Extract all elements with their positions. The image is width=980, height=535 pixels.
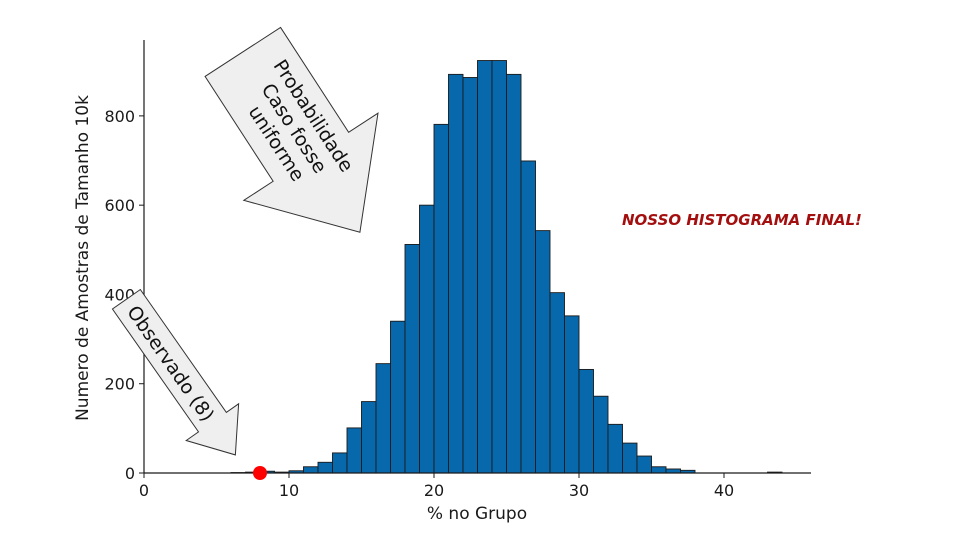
histogram-bar-6 bbox=[317, 461, 333, 474]
histogram-bar-18 bbox=[491, 60, 507, 474]
x-ticks: 0 10 20 30 40 bbox=[139, 473, 734, 500]
y-tick-label-800: 800 bbox=[104, 107, 135, 126]
histogram-bar-30 bbox=[665, 468, 681, 474]
histogram-bar-25 bbox=[593, 395, 609, 474]
y-tick-label-0: 0 bbox=[125, 464, 135, 483]
histogram-bar-9 bbox=[361, 401, 377, 474]
x-tick-label-40: 40 bbox=[714, 481, 734, 500]
histogram-bar-28 bbox=[636, 455, 652, 474]
x-tick-label-20: 20 bbox=[424, 481, 444, 500]
uniform-arrow-shape bbox=[204, 26, 379, 233]
histogram-bar-10 bbox=[375, 363, 391, 474]
final-histogram-annotation: NOSSO HISTOGRAMA FINAL! bbox=[622, 211, 862, 229]
y-tick-label-600: 600 bbox=[104, 196, 135, 215]
observed-point bbox=[253, 466, 267, 480]
histogram-bar-12 bbox=[404, 243, 420, 474]
histogram-bar-29 bbox=[651, 466, 667, 474]
x-tick-label-0: 0 bbox=[139, 481, 149, 500]
x-tick-label-30: 30 bbox=[569, 481, 589, 500]
histogram-bar-20 bbox=[520, 160, 536, 474]
histogram-bar-15 bbox=[448, 73, 464, 474]
uniform-arrow: Probabilidade Caso fosse uniforme bbox=[204, 26, 379, 233]
y-tick-label-200: 200 bbox=[104, 375, 135, 394]
histogram-bar-11 bbox=[390, 320, 406, 474]
histogram-bar-23 bbox=[564, 315, 580, 474]
histogram-bar-27 bbox=[622, 442, 638, 474]
observed-arrow-text: Observado (8) bbox=[122, 302, 218, 426]
histogram-bar-16 bbox=[462, 77, 478, 474]
histogram-bar-8 bbox=[346, 427, 362, 474]
histogram-bar-17 bbox=[477, 60, 493, 474]
histogram-bar-21 bbox=[535, 230, 551, 474]
observed-arrow-shape bbox=[111, 288, 240, 456]
y-axis-label: Numero de Amostras de Tamanho 10k bbox=[73, 95, 93, 421]
histogram-bars bbox=[230, 60, 783, 474]
histogram-bar-14 bbox=[433, 123, 449, 474]
histogram-bar-19 bbox=[506, 73, 522, 474]
histogram-bar-26 bbox=[607, 423, 623, 474]
histogram-bar-13 bbox=[419, 204, 435, 474]
histogram-bar-5 bbox=[303, 466, 319, 474]
histogram-bar-22 bbox=[549, 292, 565, 474]
x-tick-label-10: 10 bbox=[279, 481, 299, 500]
x-axis-label: % no Grupo bbox=[427, 504, 527, 524]
histogram-bar-7 bbox=[332, 452, 348, 474]
histogram-bar-24 bbox=[578, 368, 594, 474]
